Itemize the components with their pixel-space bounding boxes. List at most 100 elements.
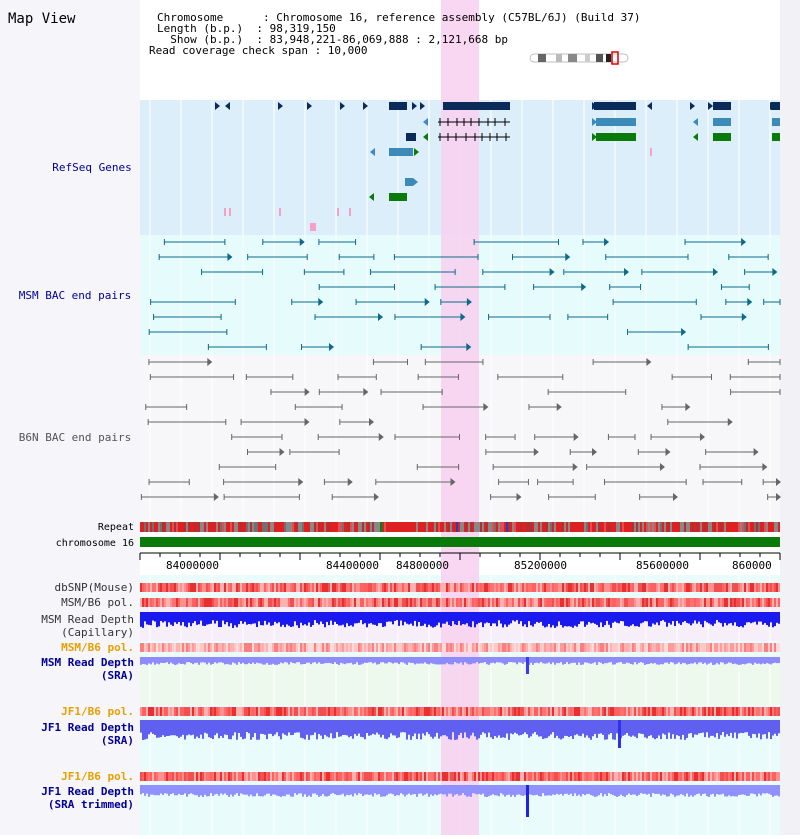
read-depth-bar bbox=[172, 657, 174, 664]
heat-cell bbox=[238, 707, 240, 716]
repeat-element bbox=[178, 522, 180, 532]
chromosome-ideogram[interactable] bbox=[529, 51, 629, 65]
gene-exon-arrow bbox=[592, 133, 597, 141]
read-depth-bar bbox=[562, 612, 564, 628]
heat-cell bbox=[446, 583, 448, 592]
gene-marker bbox=[229, 208, 231, 216]
read-depth-bar bbox=[760, 612, 762, 622]
heat-cell bbox=[690, 583, 692, 592]
read-depth-bar bbox=[558, 785, 560, 795]
heat-cell bbox=[430, 772, 432, 781]
read-depth-bar bbox=[562, 785, 564, 796]
b6n-bac-pair-arrow bbox=[450, 478, 456, 486]
repeat-track[interactable] bbox=[140, 522, 780, 532]
read-depth-bar bbox=[600, 657, 602, 663]
msm-depth-capillary-label[interactable]: MSM Read Depth bbox=[41, 613, 134, 626]
heat-cell bbox=[452, 772, 454, 781]
read-depth-bar bbox=[504, 720, 506, 738]
msm-bac-pairs-track[interactable] bbox=[148, 238, 781, 351]
read-depth-bar bbox=[422, 612, 424, 626]
b6n-bac-pairs-track[interactable] bbox=[140, 358, 781, 501]
read-depth-bar bbox=[574, 657, 576, 663]
msm-bac-label[interactable]: MSM BAC end pairs bbox=[19, 289, 132, 302]
repeat-element bbox=[184, 522, 186, 532]
read-depth-bar bbox=[318, 785, 320, 797]
read-depth-bar bbox=[302, 612, 304, 626]
heat-cell bbox=[470, 598, 472, 607]
gene-marker bbox=[279, 208, 281, 216]
b6n-bac-pair-arrow bbox=[298, 478, 304, 486]
read-depth-bar bbox=[344, 720, 346, 735]
heat-cell bbox=[506, 707, 508, 716]
read-depth-bar bbox=[522, 612, 524, 627]
heat-cell bbox=[428, 598, 430, 607]
heat-cell bbox=[668, 707, 670, 716]
heat-cell bbox=[732, 643, 734, 652]
heat-cell bbox=[770, 598, 772, 607]
heat-cell bbox=[750, 643, 752, 652]
read-depth-bar bbox=[650, 785, 652, 797]
refseq-genes-track[interactable] bbox=[215, 102, 780, 231]
refseq-genes-label[interactable]: RefSeq Genes bbox=[52, 161, 131, 174]
polymorphism-heat-tracks[interactable] bbox=[140, 583, 780, 781]
heat-cell bbox=[230, 598, 232, 607]
jf1-depth-trim-label[interactable]: JF1 Read Depth bbox=[41, 785, 134, 798]
jf1-b6-pol-label[interactable]: JF1/B6 pol. bbox=[61, 705, 134, 718]
msm-b6-pol-label[interactable]: MSM/B6 pol. bbox=[61, 596, 134, 609]
heat-cell bbox=[604, 772, 606, 781]
read-depth-bar bbox=[626, 657, 628, 663]
repeat-label[interactable]: Repeat bbox=[98, 522, 134, 533]
read-depth-bar bbox=[280, 612, 282, 627]
repeat-element bbox=[678, 522, 680, 532]
read-depth-bar bbox=[664, 785, 666, 795]
jf1-b6-pol-2-label[interactable]: JF1/B6 pol. bbox=[61, 770, 134, 783]
dbsnp-label[interactable]: dbSNP(Mouse) bbox=[55, 581, 134, 594]
heat-cell bbox=[354, 583, 356, 592]
read-depth-bar bbox=[560, 720, 562, 740]
repeat-element bbox=[714, 522, 716, 532]
read-depth-bar bbox=[678, 612, 680, 624]
read-depth-tracks[interactable] bbox=[140, 612, 780, 817]
heat-cell bbox=[386, 643, 388, 652]
heat-cell bbox=[706, 772, 708, 781]
read-depth-bar bbox=[418, 720, 420, 734]
read-depth-bar bbox=[160, 785, 162, 794]
heat-cell bbox=[178, 583, 180, 592]
repeat-element bbox=[564, 522, 566, 532]
chromosome-bar[interactable] bbox=[140, 537, 780, 547]
gene-marker bbox=[349, 208, 351, 216]
ruler-tick-label: 84000000 bbox=[166, 559, 219, 572]
repeat-element bbox=[712, 522, 714, 532]
read-depth-bar bbox=[148, 612, 150, 625]
heat-cell bbox=[428, 772, 430, 781]
read-depth-bar bbox=[562, 720, 564, 739]
heat-cell bbox=[768, 772, 770, 781]
heat-cell bbox=[232, 583, 234, 592]
jf1-depth-sra-label[interactable]: JF1 Read Depth bbox=[41, 721, 134, 734]
heat-cell bbox=[322, 707, 324, 716]
repeat-element bbox=[380, 522, 382, 532]
heat-cell bbox=[726, 598, 728, 607]
heat-cell bbox=[480, 583, 482, 592]
heat-cell bbox=[576, 598, 578, 607]
chromosome-label[interactable]: chromosome 16 bbox=[56, 538, 134, 549]
read-depth-bar bbox=[260, 657, 262, 664]
heat-cell bbox=[178, 707, 180, 716]
read-depth-bar bbox=[466, 612, 468, 624]
read-depth-bar bbox=[632, 612, 634, 625]
heat-cell bbox=[658, 707, 660, 716]
read-depth-bar bbox=[560, 785, 562, 794]
b6n-bac-label[interactable]: B6N BAC end pairs bbox=[19, 431, 132, 444]
read-depth-bar bbox=[668, 720, 670, 733]
msm-b6-pol-sra-label[interactable]: MSM/B6 pol. bbox=[61, 641, 134, 654]
read-depth-bar bbox=[770, 657, 772, 665]
read-depth-bar bbox=[356, 657, 358, 663]
read-depth-bar bbox=[288, 657, 290, 665]
heat-cell bbox=[342, 707, 344, 716]
msm-depth-sra-label[interactable]: MSM Read Depth bbox=[41, 656, 134, 669]
heat-cell bbox=[640, 643, 642, 652]
highlight-region[interactable] bbox=[441, 0, 479, 835]
heat-cell bbox=[228, 583, 230, 592]
